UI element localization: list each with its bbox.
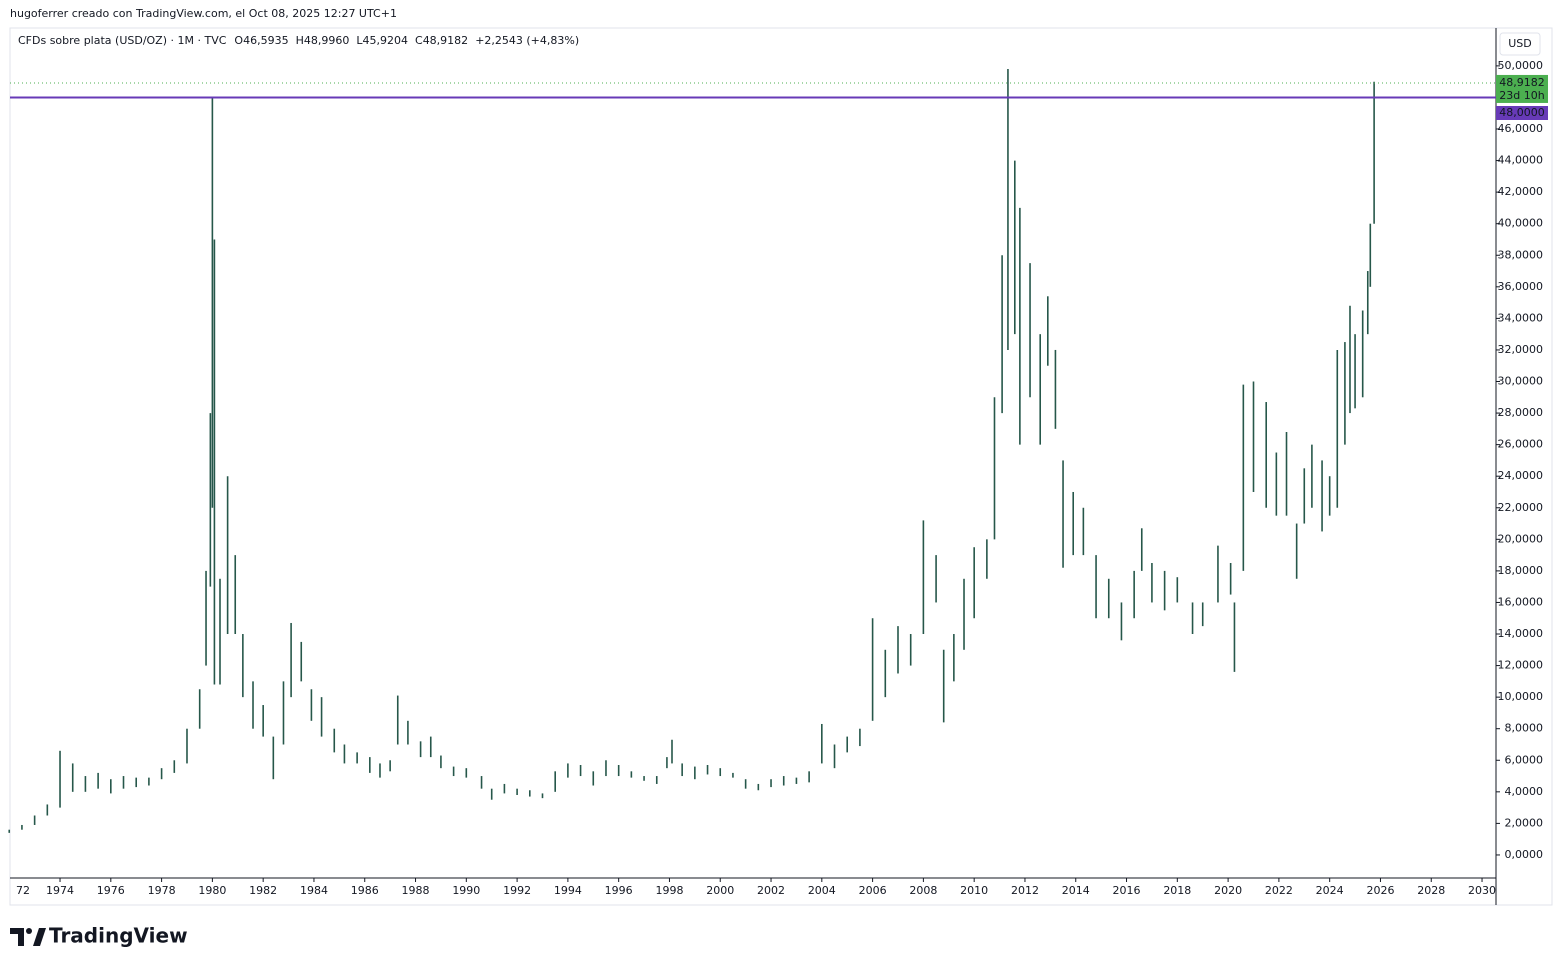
panel-border xyxy=(9,27,1553,906)
y-tick-label: 46,0000 xyxy=(1498,122,1544,135)
ohlc-key: H xyxy=(296,34,304,47)
y-tick-label: 34,0000 xyxy=(1498,311,1544,324)
x-tick-label: 2000 xyxy=(706,884,734,897)
y-tick-label: 2,0000 xyxy=(1505,816,1544,829)
ohlc-key: C xyxy=(415,34,423,47)
x-tick-label: 1992 xyxy=(503,884,531,897)
currency[interactable]: USD xyxy=(1508,37,1532,50)
x-tick-label: 2016 xyxy=(1113,884,1141,897)
x-tick-label: 2030 xyxy=(1468,884,1496,897)
ohlc-value: 48,9960 xyxy=(304,34,350,47)
x-tick-label: 2012 xyxy=(1011,884,1039,897)
x-tick-label: 2004 xyxy=(808,884,836,897)
x-tick-label: 2008 xyxy=(909,884,937,897)
y-tick-label: 16,0000 xyxy=(1498,595,1544,608)
x-tick-label: 2006 xyxy=(859,884,887,897)
y-tick-label: 6,0000 xyxy=(1505,753,1544,766)
y-tick-label: 44,0000 xyxy=(1498,154,1544,167)
y-tick-label: 30,0000 xyxy=(1498,375,1544,388)
y-tick-label: 22,0000 xyxy=(1498,501,1544,514)
x-tick-label: 2020 xyxy=(1214,884,1242,897)
y-tick-label: 26,0000 xyxy=(1498,438,1544,451)
ohlc-value: 48,9182 xyxy=(423,34,469,47)
ohlc-value: 45,9204 xyxy=(363,34,409,47)
y-tick-label: 38,0000 xyxy=(1498,248,1544,261)
x-tick-label: 2010 xyxy=(960,884,988,897)
y-tick-label: 28,0000 xyxy=(1498,406,1544,419)
x-tick-label: 2028 xyxy=(1417,884,1445,897)
x-tick-label: 1974 xyxy=(46,884,74,897)
x-tick-label: 1990 xyxy=(452,884,480,897)
countdown: 23d 10h xyxy=(1499,89,1544,102)
x-tick-label: 2002 xyxy=(757,884,785,897)
x-tick-label: 2022 xyxy=(1265,884,1293,897)
x-tick-label: 2024 xyxy=(1316,884,1344,897)
y-tick-label: 24,0000 xyxy=(1498,469,1544,482)
x-tick-label: 1976 xyxy=(97,884,125,897)
x-tick-label: 1980 xyxy=(198,884,226,897)
x-tick-label: 72 xyxy=(16,884,30,897)
ohlc-value: +2,2543 (+4,83%) xyxy=(475,34,579,47)
x-tick-label: 1988 xyxy=(402,884,430,897)
currency-box[interactable] xyxy=(1499,32,1541,56)
x-tick-label: 1982 xyxy=(249,884,277,897)
y-tick-label: 36,0000 xyxy=(1498,280,1544,293)
x-tick-label: 2014 xyxy=(1062,884,1090,897)
y-tick-label: 12,0000 xyxy=(1498,659,1544,672)
x-tick-label: 2026 xyxy=(1366,884,1394,897)
x-tick-label: 1984 xyxy=(300,884,328,897)
symbol: CFDs sobre plata (USD/OZ) · 1M · TVC xyxy=(18,34,227,47)
y-tick-label: 10,0000 xyxy=(1498,690,1544,703)
y-tick-label: 32,0000 xyxy=(1498,343,1544,356)
caption: hugoferrer creado con TradingView.com, e… xyxy=(10,7,397,20)
last-price-tag xyxy=(1496,74,1548,103)
x-tick-label: 1998 xyxy=(655,884,683,897)
x-tick-label: 2018 xyxy=(1163,884,1191,897)
y-tick-label: 42,0000 xyxy=(1498,185,1544,198)
brand: TradingView xyxy=(49,924,188,948)
x-tick-label: 1986 xyxy=(351,884,379,897)
last-price-label: 48,9182 xyxy=(1499,76,1545,89)
y-tick-label: 18,0000 xyxy=(1498,564,1544,577)
y-tick-label: 0,0000 xyxy=(1505,848,1544,861)
y-tick-label: 4,0000 xyxy=(1505,785,1544,798)
ohlc-key: O xyxy=(234,34,243,47)
ohlc-value: 46,5935 xyxy=(243,34,289,47)
x-tick-label: 1994 xyxy=(554,884,582,897)
legend: CFDs sobre plata (USD/OZ) · 1M · TVC O 46,… xyxy=(18,34,579,47)
y-tick-label: 8,0000 xyxy=(1505,722,1544,735)
logo: TradingView xyxy=(10,924,188,948)
y-tick-label: 50,0000 xyxy=(1498,59,1544,72)
y-tick-label: 20,0000 xyxy=(1498,532,1544,545)
x-tick-label: 1996 xyxy=(605,884,633,897)
y-tick-label: 14,0000 xyxy=(1498,627,1544,640)
hline-tag xyxy=(1496,106,1548,120)
plot xyxy=(8,69,1375,833)
x-tick-label: 1978 xyxy=(148,884,176,897)
y-tick-label: 40,0000 xyxy=(1498,217,1544,230)
ohlc-key: L xyxy=(356,34,363,47)
hline-label: 48,0000 xyxy=(1499,106,1545,119)
